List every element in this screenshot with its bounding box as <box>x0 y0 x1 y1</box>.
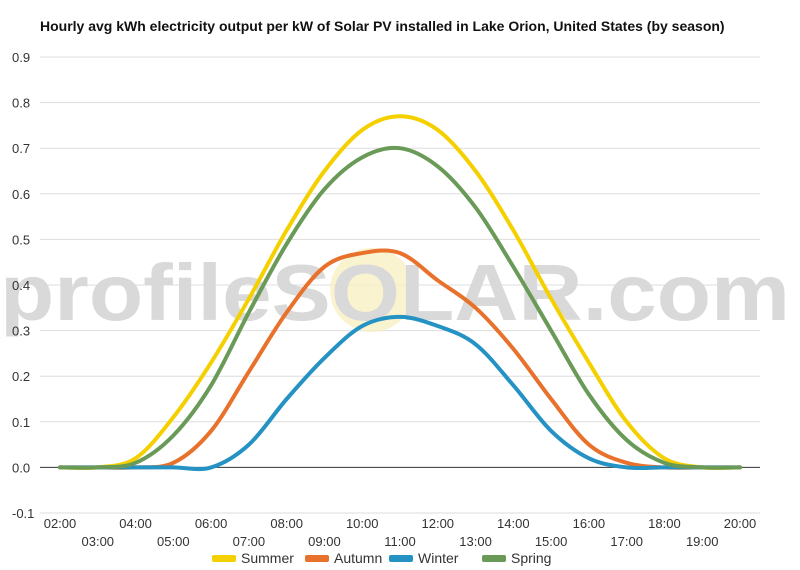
y-tick-label: 0.3 <box>12 324 30 339</box>
axes: 0.9 0.8 0.7 0.6 0.5 0.4 0.3 0.2 0.1 0.0 -0.1 02:00 0… <box>12 50 760 549</box>
watermark-sun-icon <box>330 248 414 332</box>
x-tick-label: 15:00 <box>535 534 568 549</box>
gridlines <box>40 56 760 514</box>
y-tick-label: 0.7 <box>12 141 30 156</box>
x-tick-label: 16:00 <box>573 516 606 531</box>
series-line-summer <box>58 114 742 471</box>
x-tick-label: 12:00 <box>422 516 455 531</box>
x-tick-label: 03:00 <box>82 534 115 549</box>
legend-label: Winter <box>418 550 459 566</box>
series-line-autumn <box>58 248 742 470</box>
x-tick-label: 07:00 <box>233 534 266 549</box>
x-tick-label: 02:00 <box>44 516 77 531</box>
y-tick-label: 0.5 <box>12 232 30 247</box>
x-tick-label: 19:00 <box>686 534 719 549</box>
y-tick-label: -0.1 <box>12 506 34 521</box>
legend-swatch <box>482 555 506 562</box>
y-tick-label: 0.2 <box>12 369 30 384</box>
x-tick-label: 20:00 <box>724 516 757 531</box>
y-tick-label: 0.9 <box>12 50 30 65</box>
x-tick-label: 05:00 <box>157 534 190 549</box>
legend-label: Summer <box>241 550 294 566</box>
x-tick-label: 18:00 <box>648 516 681 531</box>
legend-item-spring: Spring <box>482 550 551 566</box>
x-tick-label: 10:00 <box>346 516 379 531</box>
y-tick-label: 0.6 <box>12 187 30 202</box>
y-tick-label: 0.0 <box>12 460 30 475</box>
x-tick-label: 13:00 <box>459 534 492 549</box>
series-line-spring <box>58 145 742 470</box>
x-tick-label: 17:00 <box>610 534 643 549</box>
series-line-winter <box>58 314 742 472</box>
legend-label: Spring <box>511 550 551 566</box>
watermark-text: profileSOLAR.com <box>0 248 790 337</box>
series-lines <box>58 114 742 472</box>
legend-item-winter: Winter <box>389 550 459 566</box>
chart-title: Hourly avg kWh electricity output per kW… <box>40 18 725 34</box>
legend: Summer Autumn Winter Spring <box>212 550 551 566</box>
legend-swatch <box>305 555 329 562</box>
y-tick-label: 0.1 <box>12 415 30 430</box>
legend-label: Autumn <box>334 550 382 566</box>
x-tick-label: 04:00 <box>119 516 152 531</box>
y-tick-label: 0.4 <box>12 278 30 293</box>
x-tick-label: 09:00 <box>308 534 341 549</box>
legend-item-summer: Summer <box>212 550 294 566</box>
x-tick-label: 11:00 <box>384 534 416 549</box>
x-tick-label: 08:00 <box>270 516 303 531</box>
x-tick-label: 14:00 <box>497 516 530 531</box>
legend-swatch <box>212 555 236 562</box>
legend-swatch <box>389 555 413 562</box>
x-tick-label: 06:00 <box>195 516 228 531</box>
legend-item-autumn: Autumn <box>305 550 382 566</box>
y-tick-label: 0.8 <box>12 96 30 111</box>
watermark: profileSOLAR.com <box>0 248 790 337</box>
